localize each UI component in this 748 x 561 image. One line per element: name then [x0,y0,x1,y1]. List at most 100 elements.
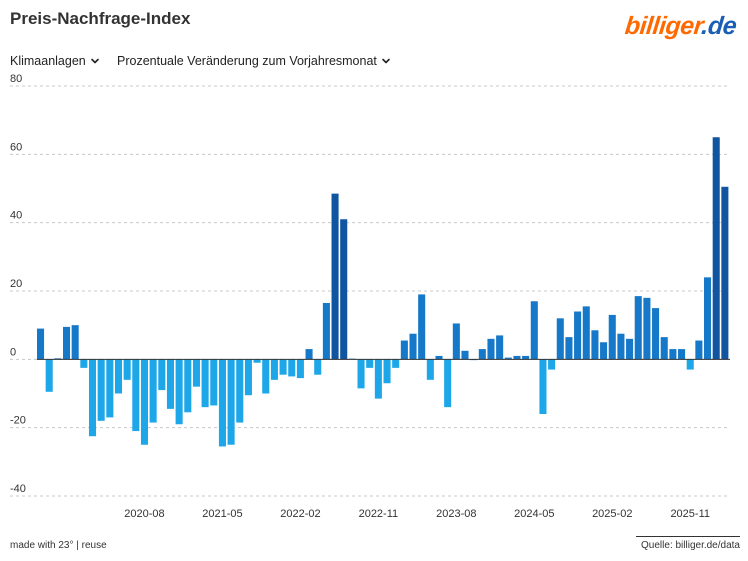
bar-2021-05 [218,359,226,447]
y-tick-label: -40 [10,483,26,495]
bar-2025-04 [626,338,634,360]
y-tick-label: 20 [10,278,22,290]
bar-2024-07 [548,359,556,370]
bar-2025-02 [608,314,616,360]
bar-2019-09 [45,359,53,392]
bar-2021-03 [201,359,209,408]
bar-2025-01 [600,342,608,360]
bar-2023-06 [435,355,443,360]
bar-2020-10 [158,359,166,391]
bar-2019-10 [54,358,62,360]
x-tick-label: 2024-05 [514,508,554,520]
bar-2019-08 [37,328,45,360]
credit-text[interactable]: made with 23° | reuse [10,540,107,551]
bar-2024-12 [591,330,599,360]
bar-2021-07 [236,359,244,423]
product-dropdown-label: Klimaanlagen [10,54,86,68]
bar-2023-04 [418,294,426,360]
bar-2020-01 [80,359,88,368]
bar-2023-07 [444,359,452,408]
bar-2021-01 [184,359,192,413]
bar-2022-07 [340,219,348,360]
chevron-down-icon [382,58,390,64]
product-dropdown[interactable]: Klimaanlagen [10,54,100,68]
bar-2020-06 [123,359,131,380]
bar-2024-08 [556,318,564,360]
bar-2024-06 [539,359,547,414]
bar-2023-03 [409,333,417,360]
bar-2025-10 [678,349,686,360]
bar-2024-03 [513,355,521,360]
bar-2023-09 [461,350,469,360]
bar-2025-03 [617,333,625,360]
bar-2021-02 [192,359,200,387]
bar-2024-02 [504,357,512,360]
bar-2024-01 [496,335,504,360]
bar-2026-03 [721,186,729,360]
bar-2024-11 [582,306,590,360]
bar-2021-04 [210,359,218,406]
bar-2025-06 [643,297,651,360]
bar-2023-11 [478,349,486,360]
bar-2024-10 [574,311,582,360]
bar-2023-08 [452,323,460,360]
bar-2024-09 [565,337,573,360]
bar-2022-10 [366,359,374,368]
bar-2020-07 [132,359,140,432]
x-tick-label: 2020-08 [124,508,164,520]
bar-2022-09 [357,359,365,389]
x-tick-label: 2025-11 [670,508,710,520]
x-tick-label: 2022-02 [280,508,320,520]
bar-2019-11 [62,326,71,360]
y-tick-label: 60 [10,141,22,153]
bar-2020-09 [149,359,157,423]
bar-2020-12 [175,359,183,425]
bar-2022-05 [322,302,330,360]
y-tick-label: -20 [10,415,26,427]
bar-2022-03 [305,349,313,360]
bar-2020-04 [106,359,114,418]
x-tick-label: 2025-02 [592,508,632,520]
y-tick-label: 80 [10,73,22,85]
x-tick-label: 2022-11 [359,508,399,520]
metric-dropdown-label: Prozentuale Veränderung zum Vorjahresmon… [117,54,377,68]
bar-2023-01 [392,359,400,368]
bar-2025-12 [695,340,703,360]
bar-2025-05 [634,296,642,360]
bar-2021-09 [253,359,261,363]
bar-2021-10 [262,359,270,394]
metric-dropdown[interactable]: Prozentuale Veränderung zum Vorjahresmon… [117,54,391,68]
bar-2021-12 [279,359,287,375]
bar-2025-11 [686,359,694,370]
bar-2022-12 [383,359,391,384]
bar-2022-02 [296,359,304,379]
bar-2020-11 [166,359,174,409]
bar-2020-05 [114,359,123,394]
bar-2024-05 [530,301,538,360]
page-title: Preis-Nachfrage-Index [10,9,191,28]
bar-2021-08 [244,359,252,396]
bar-2019-12 [71,325,79,360]
bar-2025-08 [660,337,668,360]
bar-2021-11 [270,359,278,380]
x-tick-label: 2023-08 [436,508,476,520]
y-tick-label: 0 [10,346,16,358]
bar-2023-05 [426,359,434,380]
bar-2020-08 [140,359,149,445]
bar-2024-04 [522,355,530,360]
bar-2023-12 [487,338,495,360]
bar-2022-11 [374,359,382,399]
bar-2022-01 [288,359,296,377]
bar-2025-09 [669,349,677,360]
bar-2023-02 [400,340,408,360]
chevron-down-icon [90,58,99,64]
bar-2026-02 [712,137,720,360]
bar-2026-01 [704,277,712,360]
bar-2021-06 [227,359,235,445]
x-tick-label: 2021-05 [202,508,242,520]
bar-2025-07 [652,308,660,360]
bar-2020-03 [97,359,105,421]
bar-2022-04 [314,359,322,375]
source-text[interactable]: Quelle: billiger.de/data [636,536,740,551]
